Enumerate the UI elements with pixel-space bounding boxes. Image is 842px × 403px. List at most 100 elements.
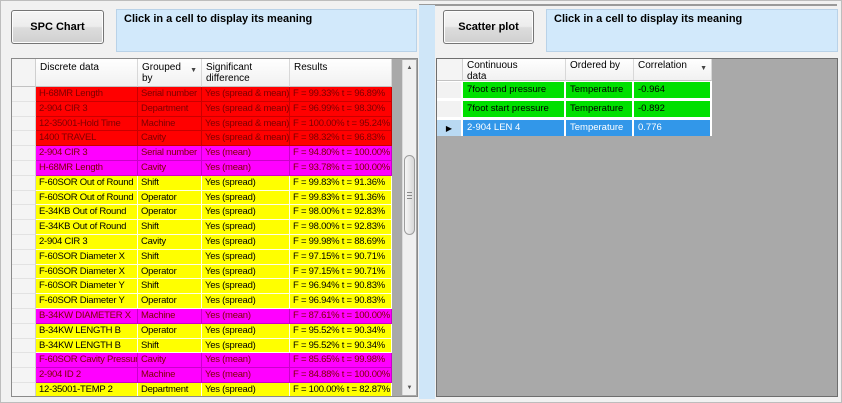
row-header-cell[interactable] [12,87,36,102]
cell-continuous-data[interactable]: 7foot end pressure [463,82,566,98]
cell-results[interactable]: F = 99.83% t = 91.36% [290,190,392,206]
cell-grouped-by[interactable]: Operator [138,294,202,309]
cell-significant-difference[interactable]: Yes (spread) [202,205,290,221]
cell-results[interactable]: F = 97.15% t = 90.71% [290,249,392,265]
cell-significant-difference[interactable]: Yes (mean) [202,353,290,369]
cell-discrete-data[interactable]: E-34KB Out of Round [36,220,138,235]
cell-significant-difference[interactable]: Yes (spread) [202,249,290,265]
cell-grouped-by[interactable]: Operator [138,205,202,221]
scroll-down-icon[interactable]: ▼ [406,384,413,391]
table-row[interactable]: 2-904 CIR 3 Department Yes (spread & mean)… [12,101,392,117]
cell-grouped-by[interactable]: Shift [138,175,202,191]
cell-discrete-data[interactable]: F-60SOR Diameter X [36,264,138,280]
row-header-cell[interactable] [12,294,36,309]
cell-correlation[interactable]: -0.892 [634,101,712,117]
table-row[interactable]: 1400 TRAVEL Cavity Yes (spread & mean) F = … [12,131,392,147]
row-header-cell[interactable] [12,249,36,265]
cell-discrete-data[interactable]: E-34KB Out of Round [36,205,138,221]
cell-continuous-data[interactable]: 7foot start pressure [463,101,566,117]
cell-grouped-by[interactable]: Operator [138,264,202,280]
cell-discrete-data[interactable]: 2-904 ID 2 [36,368,138,383]
cell-results[interactable]: F = 99.33% t = 96.89% [290,87,392,102]
cell-discrete-data[interactable]: B-34KW LENGTH B [36,323,138,339]
table-row[interactable]: F-60SOR Diameter Y Operator Yes (spread) F … [12,294,392,309]
grid-corner-cell[interactable] [437,59,463,81]
row-header-cell[interactable] [12,160,36,176]
cell-discrete-data[interactable]: F-60SOR Diameter Y [36,294,138,309]
table-row[interactable]: 2-904 CIR 3 Cavity Yes (spread) F = 99.98% … [12,234,392,250]
row-header-cell[interactable] [12,382,36,396]
cell-significant-difference[interactable]: Yes (spread) [202,323,290,339]
cell-results[interactable]: F = 98.00% t = 92.83% [290,220,392,235]
table-row[interactable]: 7foot end pressure Temperature -0.964 [437,82,712,98]
spc-chart-button[interactable]: SPC Chart [11,10,104,44]
cell-results[interactable]: F = 98.00% t = 92.83% [290,205,392,221]
row-header-cell[interactable] [12,323,36,339]
row-header-cell[interactable] [12,308,36,324]
cell-discrete-data[interactable]: 2-904 CIR 3 [36,146,138,161]
cell-continuous-data[interactable]: 2-904 LEN 4 [463,120,566,136]
cell-results[interactable]: F = 99.83% t = 91.36% [290,175,392,191]
cell-grouped-by[interactable]: Department [138,101,202,117]
row-header-cell[interactable] [12,175,36,191]
row-header-cell[interactable] [12,116,36,132]
row-header-cell[interactable] [12,338,36,354]
cell-grouped-by[interactable]: Shift [138,220,202,235]
row-header-cell[interactable] [12,131,36,147]
cell-results[interactable]: F = 94.80% t = 100.00% [290,146,392,161]
table-row[interactable]: F-60SOR Diameter X Operator Yes (spread) F … [12,264,392,280]
cell-discrete-data[interactable]: F-60SOR Out of Round [36,175,138,191]
row-header-cell[interactable] [437,101,463,117]
cell-significant-difference[interactable]: Yes (spread & mean) [202,116,290,132]
table-row[interactable]: 12-35001-Hold Time Machine Yes (spread & m… [12,116,392,132]
table-row[interactable]: H-68MR Length Cavity Yes (mean) F = 93.78% … [12,160,392,176]
scatter-instruction-box[interactable]: Click in a cell to display its meaning [546,9,838,52]
panel-splitter[interactable] [419,5,435,399]
cell-significant-difference[interactable]: Yes (mean) [202,368,290,383]
table-row[interactable]: ▶ 2-904 LEN 4 Temperature 0.776 [437,120,712,136]
vertical-scrollbar[interactable]: ▲ ▼ [402,60,416,395]
table-row[interactable]: E-34KB Out of Round Operator Yes (spread) F… [12,205,392,221]
table-row[interactable]: B-34KW LENGTH B Shift Yes (spread) F = 95.5… [12,338,392,354]
table-row[interactable]: B-34KW LENGTH B Operator Yes (spread) F = 9… [12,323,392,339]
table-row[interactable]: 2-904 CIR 3 Serial number Yes (mean) F = 94… [12,146,392,161]
cell-significant-difference[interactable]: Yes (spread) [202,279,290,295]
cell-significant-difference[interactable]: Yes (spread) [202,294,290,309]
cell-significant-difference[interactable]: Yes (spread) [202,175,290,191]
cell-correlation[interactable]: 0.776 [634,120,712,136]
cell-significant-difference[interactable]: Yes (spread & mean) [202,131,290,147]
table-row[interactable]: H-68MR Length Serial number Yes (spread & … [12,87,392,102]
row-header-cell[interactable] [12,101,36,117]
cell-grouped-by[interactable]: Cavity [138,160,202,176]
grid-corner-cell[interactable] [12,59,36,87]
cell-ordered-by[interactable]: Temperature [566,101,634,117]
table-row[interactable]: E-34KB Out of Round Shift Yes (spread) F = … [12,220,392,235]
row-header-cell[interactable] [12,234,36,250]
cell-grouped-by[interactable]: Machine [138,368,202,383]
table-row[interactable]: 2-904 ID 2 Machine Yes (mean) F = 84.88% t … [12,368,392,383]
row-header-cell[interactable] [12,279,36,295]
column-header-discrete-data[interactable]: Discrete data [36,59,138,87]
table-row[interactable]: F-60SOR Diameter X Shift Yes (spread) F = 9… [12,249,392,265]
cell-results[interactable]: F = 96.94% t = 90.83% [290,294,392,309]
cell-discrete-data[interactable]: 2-904 CIR 3 [36,101,138,117]
cell-grouped-by[interactable]: Cavity [138,131,202,147]
cell-discrete-data[interactable]: 12-35001-Hold Time [36,116,138,132]
cell-ordered-by[interactable]: Temperature [566,120,634,136]
column-header-ordered-by[interactable]: Ordered by [566,59,634,81]
scroll-up-icon[interactable]: ▲ [406,64,413,71]
cell-significant-difference[interactable]: Yes (mean) [202,308,290,324]
cell-correlation[interactable]: -0.964 [634,82,712,98]
cell-grouped-by[interactable]: Machine [138,308,202,324]
row-header-cell[interactable] [12,146,36,161]
row-header-cell[interactable] [12,205,36,221]
cell-discrete-data[interactable]: 1400 TRAVEL [36,131,138,147]
row-header-cell[interactable] [12,368,36,383]
cell-significant-difference[interactable]: Yes (mean) [202,160,290,176]
sort-icon[interactable]: ▼ [700,65,707,72]
cell-significant-difference[interactable]: Yes (spread) [202,220,290,235]
cell-grouped-by[interactable]: Shift [138,279,202,295]
row-header-cell[interactable] [12,264,36,280]
scatter-plot-button[interactable]: Scatter plot [443,10,534,44]
cell-discrete-data[interactable]: F-60SOR Diameter X [36,249,138,265]
